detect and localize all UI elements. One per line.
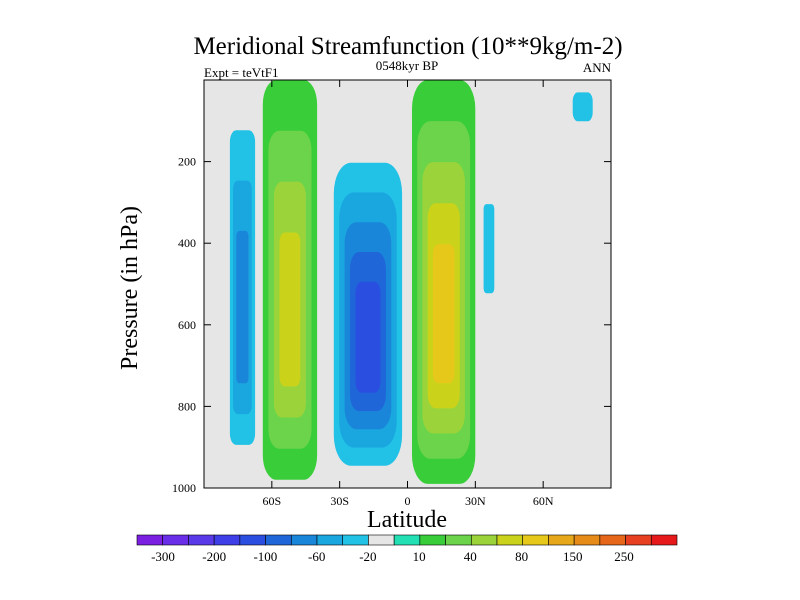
colorbar-label: 250	[614, 549, 634, 564]
colorbar-swatch	[573, 534, 601, 546]
southern-hadley-negative-cell	[328, 133, 408, 484]
time-label: 0548kyr BP	[376, 58, 438, 73]
y-axis-label: Pressure (in hPa)	[117, 206, 143, 370]
colorbar-swatch	[650, 534, 678, 546]
colorbar-swatch	[522, 534, 549, 546]
arctic-negative-cell	[565, 80, 600, 129]
colorbar-swatch	[316, 534, 344, 546]
contour-band	[572, 92, 593, 122]
colorbar-label: -20	[359, 549, 376, 564]
contour-band	[432, 244, 455, 384]
colorbar-swatch	[188, 534, 215, 546]
season-label: ANN	[583, 60, 612, 75]
y-tick-label: 600	[178, 318, 196, 332]
colorbar-label: -100	[253, 549, 277, 564]
x-tick-label: 60S	[262, 494, 281, 508]
contour-band	[483, 204, 495, 294]
x-axis-label: Latitude	[367, 507, 447, 533]
y-tick-label: 400	[178, 236, 196, 250]
colorbar-label: -200	[202, 549, 226, 564]
colorbar-swatch	[393, 534, 421, 546]
x-tick-label: 30N	[465, 494, 486, 508]
colorbar-swatch	[239, 534, 266, 546]
colorbar-swatch	[599, 534, 626, 546]
southern-polar-negative-cell	[226, 80, 259, 476]
colorbar-swatch	[136, 534, 164, 546]
contour-band	[236, 230, 249, 384]
colorbar-swatch	[496, 534, 524, 546]
y-tick-label: 200	[178, 155, 196, 169]
colorbar-swatch	[445, 534, 472, 546]
colorbar-label: 40	[464, 549, 477, 564]
y-tick-label: 1000	[172, 481, 196, 495]
colorbar-swatch	[625, 534, 652, 546]
colorbar-label: 80	[515, 549, 528, 564]
colorbar-swatch	[290, 534, 318, 546]
northern-midlat-negative-cell	[479, 165, 498, 317]
chart-title: Meridional Streamfunction (10**9kg/m-2)	[193, 33, 622, 60]
x-tick-label: 60N	[533, 494, 554, 508]
colorbar-label: 150	[563, 549, 583, 564]
colorbar-swatch	[213, 534, 241, 546]
x-tick-label: 0	[405, 494, 411, 508]
colorbar-label: -300	[151, 549, 175, 564]
colorbar-swatch	[368, 534, 395, 546]
experiment-label: Expt = teVtF1	[204, 65, 279, 80]
contour-band	[279, 232, 301, 387]
y-tick-label: 800	[178, 399, 196, 413]
colorbar-swatch	[548, 534, 575, 546]
colorbar-swatch	[162, 534, 189, 546]
contour-band	[355, 281, 381, 393]
x-tick-label: 30S	[330, 494, 349, 508]
colorbar-label: -60	[308, 549, 325, 564]
colorbar-swatch	[470, 534, 498, 546]
colorbar-label: 10	[413, 549, 426, 564]
colorbar-swatch	[419, 534, 446, 546]
colorbar-swatch	[265, 534, 292, 546]
northern-hadley-positive-cell	[412, 80, 476, 484]
colorbar-swatch	[342, 534, 369, 546]
southern-ferrel-positive-cell	[262, 80, 318, 480]
